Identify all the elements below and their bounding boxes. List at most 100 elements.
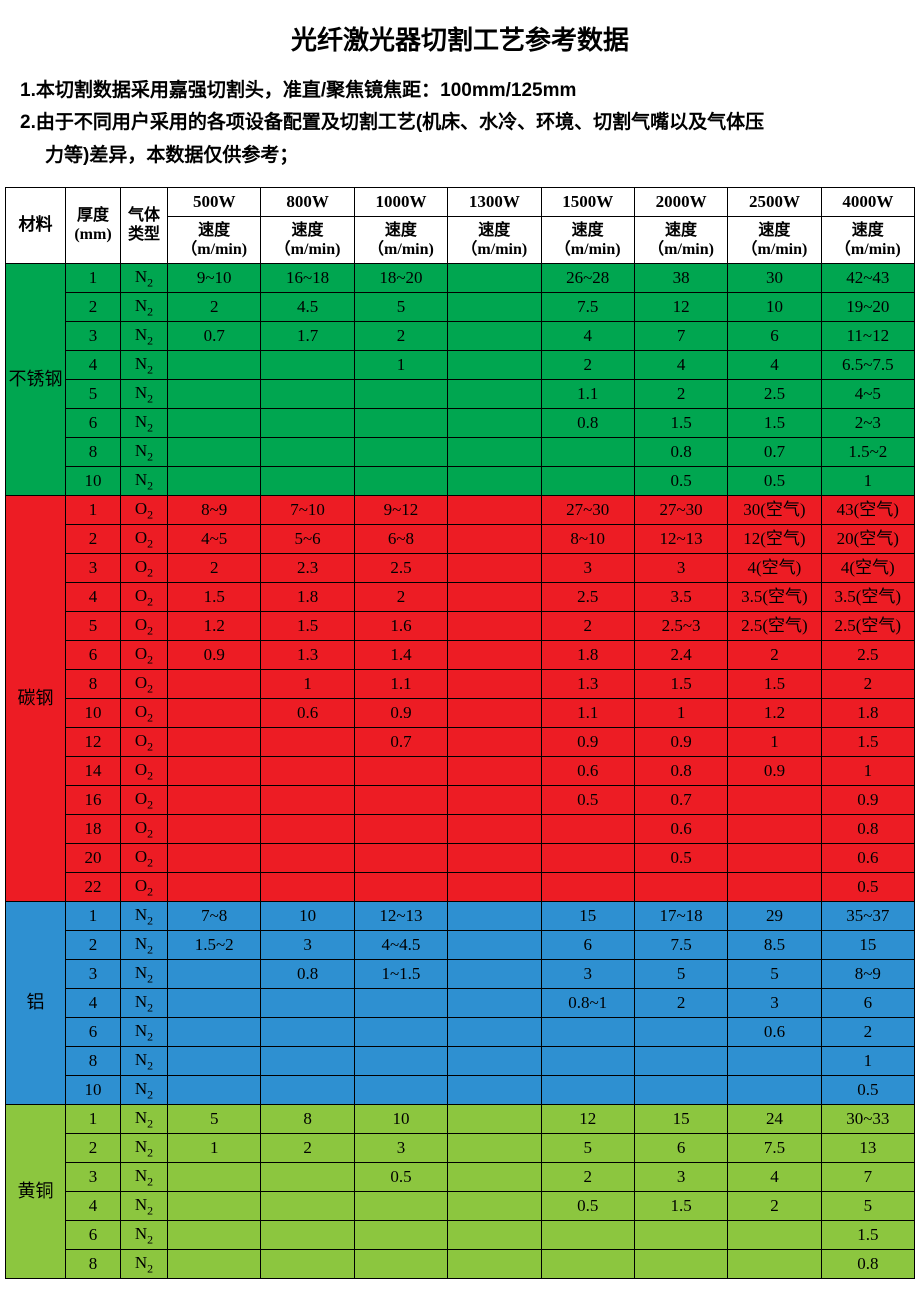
value-cell: 2.5 [728,379,821,408]
value-cell: 7.5 [634,930,727,959]
header-speed-5: 速度（m/min) [634,216,727,263]
value-cell: 6~8 [354,524,447,553]
table-body: 不锈钢1N29~1016~1818~2026~28383042~432N224.… [6,263,915,1278]
value-cell: 2.4 [634,640,727,669]
value-cell: 11~12 [821,321,914,350]
value-cell: 12 [634,292,727,321]
value-cell: 0.8 [541,408,634,437]
value-cell: 2.5(空气) [728,611,821,640]
value-cell: 2 [261,1133,354,1162]
gas-cell: N2 [121,1075,168,1104]
value-cell: 1.8 [261,582,354,611]
thickness-cell: 4 [66,1191,121,1220]
value-cell: 29 [728,901,821,930]
gas-cell: N2 [121,466,168,495]
gas-cell: N2 [121,1162,168,1191]
value-cell [168,350,261,379]
value-cell [448,524,541,553]
value-cell: 4 [728,1162,821,1191]
header-power-500: 500W [168,187,261,216]
table-row: 18O20.60.8 [6,814,915,843]
gas-cell: N2 [121,1249,168,1278]
gas-cell: O2 [121,611,168,640]
header-gas: 气体类型 [121,187,168,263]
value-cell: 0.9 [728,756,821,785]
table-row: 2O24~55~66~88~1012~1312(空气)20(空气) [6,524,915,553]
value-cell: 8~10 [541,524,634,553]
value-cell: 10 [261,901,354,930]
value-cell: 3 [634,1162,727,1191]
value-cell [354,379,447,408]
value-cell [261,1075,354,1104]
table-head: 材料 厚度(mm) 气体类型 500W 800W 1000W 1300W 150… [6,187,915,263]
value-cell [354,466,447,495]
thickness-cell: 2 [66,1133,121,1162]
value-cell: 2 [168,553,261,582]
value-cell [168,669,261,698]
value-cell: 2 [821,669,914,698]
value-cell: 3 [728,988,821,1017]
table-row: 4O21.51.822.53.53.5(空气)3.5(空气) [6,582,915,611]
value-cell: 6 [728,321,821,350]
thickness-cell: 10 [66,698,121,727]
value-cell [354,814,447,843]
value-cell [261,466,354,495]
gas-cell: O2 [121,785,168,814]
value-cell [168,466,261,495]
gas-cell: O2 [121,727,168,756]
value-cell [448,263,541,292]
header-power-4000: 4000W [821,187,914,216]
gas-cell: N2 [121,321,168,350]
value-cell [448,843,541,872]
table-row: 10O20.60.91.111.21.8 [6,698,915,727]
value-cell [448,901,541,930]
value-cell: 2 [168,292,261,321]
value-cell [168,727,261,756]
value-cell: 3.5(空气) [728,582,821,611]
value-cell [168,408,261,437]
value-cell [541,872,634,901]
value-cell: 1.5 [261,611,354,640]
thickness-cell: 10 [66,466,121,495]
table-row: 4N20.8~1236 [6,988,915,1017]
value-cell [541,814,634,843]
table-row: 6N21.5 [6,1220,915,1249]
value-cell: 1.5 [634,669,727,698]
gas-cell: O2 [121,698,168,727]
value-cell [541,1075,634,1104]
material-cell: 黄铜 [6,1104,66,1278]
value-cell: 19~20 [821,292,914,321]
value-cell [634,1046,727,1075]
header-speed-2: 速度（m/min) [354,216,447,263]
gas-cell: N2 [121,930,168,959]
value-cell: 6 [541,930,634,959]
thickness-cell: 3 [66,1162,121,1191]
value-cell: 0.7 [354,727,447,756]
value-cell: 1.5 [634,1191,727,1220]
value-cell: 4 [541,321,634,350]
table-row: 铝1N27~81012~131517~182935~37 [6,901,915,930]
value-cell [634,1017,727,1046]
value-cell: 0.6 [634,814,727,843]
value-cell: 15 [821,930,914,959]
thickness-cell: 8 [66,437,121,466]
value-cell [261,379,354,408]
value-cell: 43(空气) [821,495,914,524]
value-cell [168,959,261,988]
value-cell: 0.6 [728,1017,821,1046]
value-cell: 3 [634,553,727,582]
value-cell: 3.5(空气) [821,582,914,611]
value-cell [168,843,261,872]
table-row: 6N20.62 [6,1017,915,1046]
value-cell [448,582,541,611]
value-cell: 27~30 [541,495,634,524]
value-cell: 7~8 [168,901,261,930]
value-cell [448,785,541,814]
value-cell: 1 [728,727,821,756]
thickness-cell: 4 [66,988,121,1017]
value-cell: 2 [634,379,727,408]
value-cell [448,872,541,901]
table-row: 8N20.80.71.5~2 [6,437,915,466]
value-cell: 2.3 [261,553,354,582]
value-cell: 4~5 [168,524,261,553]
